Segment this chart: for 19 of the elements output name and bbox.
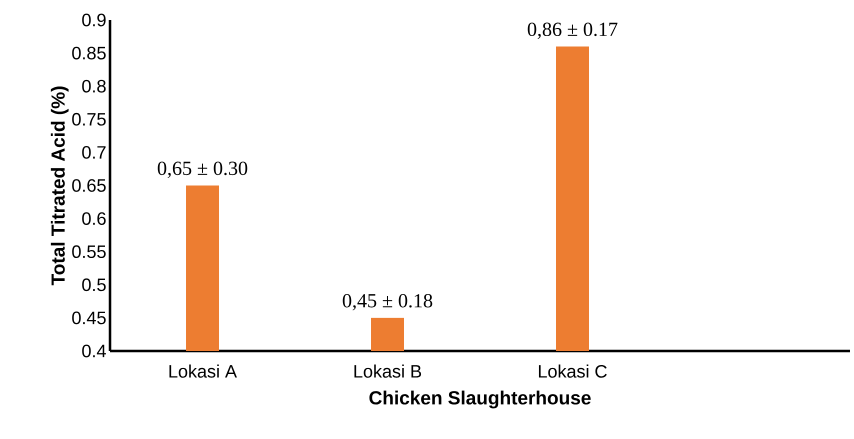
y-tick-label: 0.45 [72,312,106,324]
data-label: 0,45 ± 0.18 [342,294,432,310]
x-axis-title: Chicken Slaughterhouse [369,390,591,408]
y-tick-label: 0.9 [82,14,106,26]
data-label: 0,65 ± 0.30 [158,162,248,178]
y-tick-label: 0.85 [72,46,106,60]
y-tick-label: 0.5 [82,278,106,292]
x-tick-label: Lokasi C [538,364,607,378]
data-label: 0,86 ± 0.17 [528,22,618,39]
y-tick-label: 0.55 [72,245,106,258]
y-axis-title: Total Titrated Acid (%) [50,86,69,286]
y-tick-label: 0.75 [72,112,106,126]
y-tick-label: 0.7 [82,146,106,159]
y-tick-label: 0.6 [82,212,106,225]
y-tick-label: 0.4 [82,344,106,358]
y-tick-label: 0.8 [82,80,106,93]
y-tick-label: 0.65 [72,179,106,192]
x-tick-label: Lokasi B [354,364,422,378]
x-tick-label: Lokasi A [169,364,237,378]
